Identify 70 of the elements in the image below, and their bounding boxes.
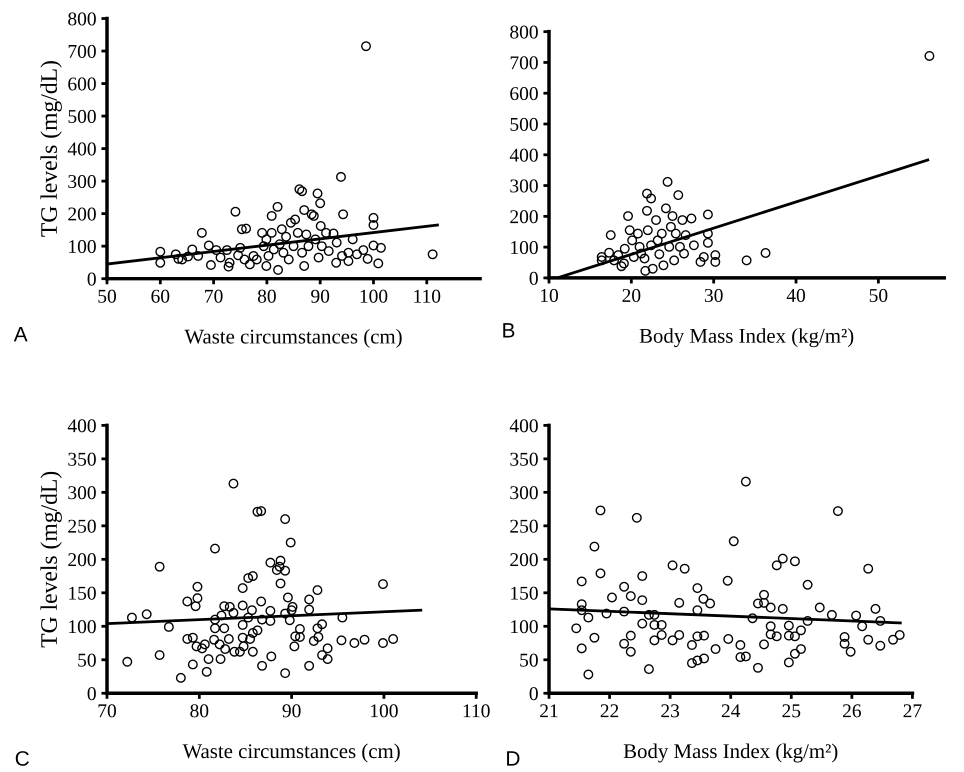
y-tick-label: 50: [520, 654, 538, 667]
y-axis-title: TG levels (mg/dL): [40, 61, 62, 237]
x-axis-title: Body Mass Index (kg/m²): [640, 328, 854, 348]
y-tick-label: 800: [68, 12, 96, 26]
x-tick-label: 10: [540, 288, 558, 302]
x-tick-label: 30: [704, 288, 723, 302]
text: C: [16, 751, 29, 766]
y-tick-label: 0: [530, 687, 538, 700]
x-tick-label: 26: [842, 704, 861, 718]
x-tick-label: 27: [904, 704, 922, 718]
y-tick-label: 100: [511, 240, 538, 254]
y-tick-label: 600: [510, 87, 538, 100]
y-tick-label: 250: [68, 520, 96, 533]
x-tick-label: 24: [722, 704, 740, 718]
y-tick-label: 700: [510, 56, 538, 70]
y-tick-label: 400: [510, 419, 538, 432]
y-tick-label: 50: [78, 654, 96, 667]
y-axis-title: TG levels (mg/dL): [40, 472, 62, 648]
y-tick-label: 600: [68, 77, 96, 91]
y-tick-label: 400: [510, 148, 538, 162]
x-tick-label: 110: [464, 704, 490, 718]
y-tick-label: 300: [68, 174, 96, 188]
y-tick-label: 100: [69, 620, 96, 634]
y-tick-label: 100: [69, 240, 96, 254]
y-tick-label: 150: [69, 586, 96, 600]
y-tick-label: 0: [530, 272, 538, 285]
y-tick-label: 150: [511, 586, 538, 600]
y-tick-label: 200: [510, 210, 538, 224]
x-tick-label: 70: [205, 290, 223, 303]
y-tick-label: 200: [68, 207, 96, 221]
x-tick-label: 110: [414, 290, 440, 303]
x-axis-title: Waste circumstances (cm): [182, 744, 400, 762]
y-tick-label: 350: [68, 452, 96, 466]
y-tick-label: 250: [510, 520, 538, 533]
y-tick-label: 300: [510, 179, 538, 193]
text: A: [14, 326, 28, 342]
x-tick-label: 90: [282, 704, 301, 718]
x-tick-label: 50: [870, 288, 888, 302]
y-tick-label: 200: [68, 553, 96, 566]
y-tick-label: 350: [510, 452, 538, 466]
x-tick-label: 20: [622, 288, 640, 302]
y-tick-label: 0: [88, 687, 96, 700]
y-tick-label: 500: [68, 110, 96, 124]
text: D: [507, 751, 520, 766]
x-axis-title: Waste circumstances (cm): [184, 328, 402, 348]
x-tick-label: 70: [98, 704, 116, 718]
x-tick-label: 40: [786, 288, 806, 302]
x-tick-label: 100: [371, 704, 398, 718]
y-tick-label: 200: [510, 553, 538, 566]
y-tick-label: 100: [511, 620, 538, 634]
y-tick-label: 700: [68, 44, 96, 58]
x-tick-label: 22: [600, 704, 618, 718]
x-tick-label: 23: [661, 704, 680, 718]
x-tick-label: 25: [782, 704, 800, 718]
y-tick-label: 800: [510, 25, 538, 39]
x-tick-label: 50: [98, 290, 116, 303]
x-axis-title: Body Mass Index (kg/m²): [624, 744, 838, 762]
x-tick-label: 90: [311, 290, 330, 303]
x-tick-label: 60: [151, 290, 170, 303]
x-tick-label: 80: [258, 290, 276, 303]
y-tick-label: 0: [88, 272, 96, 286]
y-tick-label: 400: [68, 419, 96, 432]
y-tick-label: 500: [510, 118, 538, 131]
x-tick-label: 21: [540, 704, 558, 718]
y-tick-label: 300: [510, 486, 538, 500]
y-tick-label: 300: [68, 486, 96, 500]
text: B: [503, 323, 514, 338]
x-tick-label: 80: [190, 704, 208, 718]
x-tick-label: 100: [360, 290, 388, 303]
y-tick-label: 400: [68, 142, 96, 156]
